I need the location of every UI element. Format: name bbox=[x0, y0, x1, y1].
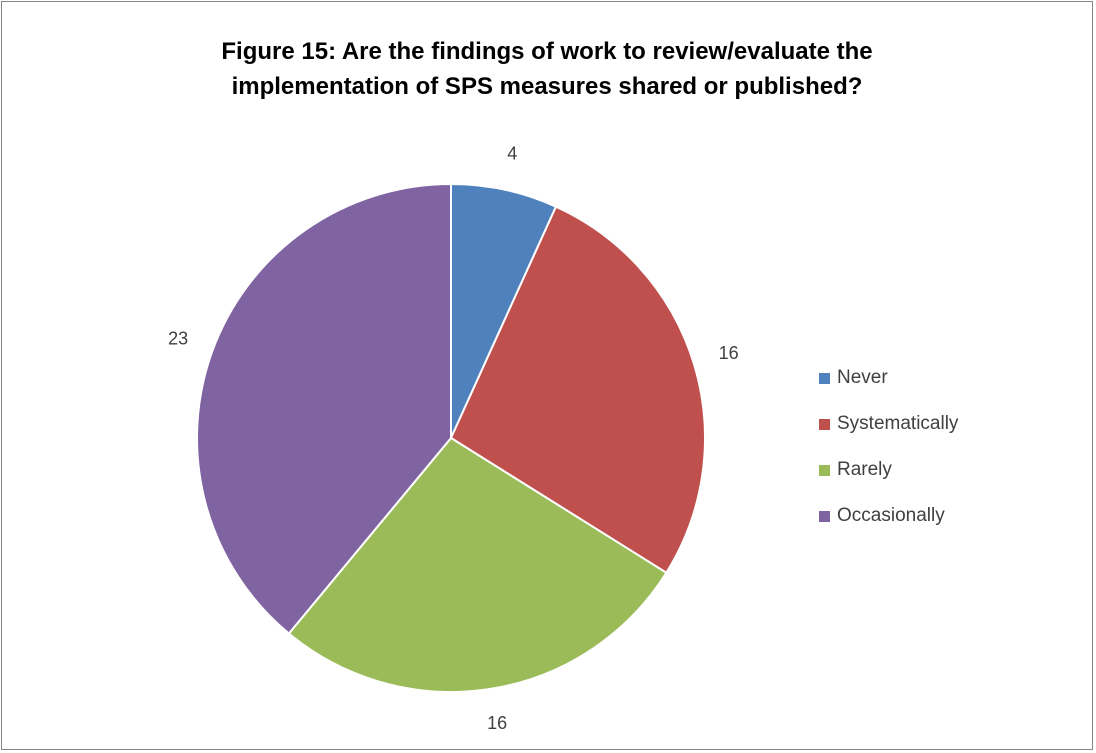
legend-label: Rarely bbox=[837, 459, 892, 480]
legend-swatch bbox=[819, 418, 830, 430]
legend-swatch bbox=[819, 464, 830, 476]
data-label-never: 4 bbox=[507, 143, 517, 163]
pie-slice-systematically bbox=[449, 205, 706, 575]
pie-slice-rarely bbox=[287, 436, 668, 693]
legend-label: Occasionally bbox=[837, 505, 945, 526]
legend-item-rarely: Rarely bbox=[819, 447, 958, 493]
legend: Never Systematically Rarely Occasionally bbox=[819, 355, 958, 539]
data-label-rarely: 16 bbox=[487, 713, 507, 733]
legend-label: Systematically bbox=[837, 413, 959, 434]
legend-item-systematically: Systematically bbox=[819, 401, 958, 447]
data-label-occasionally: 23 bbox=[168, 328, 188, 348]
legend-label: Never bbox=[837, 367, 888, 388]
chart-title: Figure 15: Are the findings of work to r… bbox=[221, 38, 873, 100]
legend-swatch bbox=[819, 372, 830, 384]
legend-swatch bbox=[819, 510, 830, 522]
data-label-systematically: 16 bbox=[719, 343, 739, 363]
legend-item-never: Never bbox=[819, 355, 958, 401]
pie-slice-occasionally bbox=[196, 182, 452, 635]
pie-slice-never bbox=[450, 182, 558, 439]
legend-item-occasionally: Occasionally bbox=[819, 493, 958, 539]
